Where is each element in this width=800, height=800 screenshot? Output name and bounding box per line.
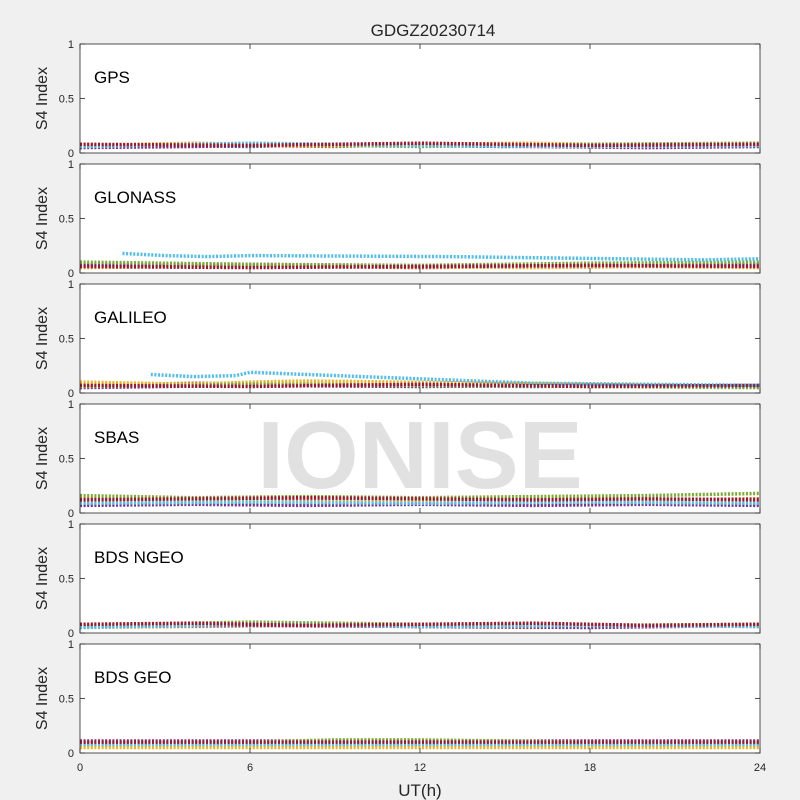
x-tick-label: 18 bbox=[584, 762, 596, 774]
y-tick-label: 1 bbox=[68, 39, 74, 51]
plot-area bbox=[80, 284, 760, 393]
series-group bbox=[80, 251, 760, 270]
plot-area bbox=[80, 524, 760, 633]
plot-area bbox=[80, 644, 760, 753]
figure-title: GDGZ20230714 bbox=[371, 21, 496, 40]
y-tick-label: 0.5 bbox=[59, 214, 74, 226]
data-series-7 bbox=[80, 263, 760, 270]
data-series-7 bbox=[80, 621, 760, 628]
series-group bbox=[80, 370, 760, 390]
panel-sbas: 0 0.5 1 S4 Index SBAS bbox=[34, 399, 761, 520]
y-axis-label: S4 Index bbox=[34, 667, 51, 730]
series-group bbox=[80, 620, 760, 630]
panels: 0 0.5 1 S4 Index GPS 0 0.5 1 S4 Index GLONASS 0 0.5… bbox=[34, 39, 766, 774]
data-series-5 bbox=[80, 260, 760, 268]
y-tick-label: 1 bbox=[68, 399, 74, 411]
panel-bds-geo: 0 0.5 1 0 6 12 18 24 S4 Index BDS GEO bbox=[34, 639, 766, 774]
panel-glonass: 0 0.5 1 S4 Index GLONASS bbox=[34, 159, 761, 280]
y-axis-label: S4 Index bbox=[34, 307, 51, 370]
y-tick-label: 0 bbox=[68, 508, 74, 520]
series-group bbox=[80, 141, 760, 150]
x-tick-label: 12 bbox=[414, 762, 426, 774]
y-tick-label: 0.5 bbox=[59, 94, 74, 106]
watermark: IONISE bbox=[257, 402, 582, 509]
panel-label: GPS bbox=[94, 68, 130, 87]
x-axis-label: UT(h) bbox=[398, 781, 441, 800]
y-tick-label: 0 bbox=[68, 148, 74, 160]
data-series-7 bbox=[80, 495, 760, 502]
series-group bbox=[80, 738, 760, 750]
y-tick-label: 0 bbox=[68, 628, 74, 640]
plot-area bbox=[80, 44, 760, 153]
y-tick-label: 1 bbox=[68, 639, 74, 651]
y-tick-label: 1 bbox=[68, 519, 74, 531]
y-axis-label: S4 Index bbox=[34, 547, 51, 610]
y-tick-label: 1 bbox=[68, 279, 74, 291]
panel-bds-ngeo: 0 0.5 1 S4 Index BDS NGEO bbox=[34, 519, 761, 640]
y-tick-label: 0.5 bbox=[59, 694, 74, 706]
y-tick-label: 0 bbox=[68, 748, 74, 760]
panel-label: GLONASS bbox=[94, 188, 176, 207]
y-axis-label: S4 Index bbox=[34, 187, 51, 250]
y-tick-label: 1 bbox=[68, 159, 74, 171]
data-series-7 bbox=[80, 141, 760, 148]
y-axis-label: S4 Index bbox=[34, 67, 51, 130]
data-series-7 bbox=[80, 382, 760, 389]
y-tick-label: 0.5 bbox=[59, 454, 74, 466]
y-tick-label: 0 bbox=[68, 388, 74, 400]
x-tick-label: 6 bbox=[247, 762, 253, 774]
panel-label: GALILEO bbox=[94, 308, 167, 327]
y-tick-label: 0 bbox=[68, 268, 74, 280]
plot-area bbox=[80, 164, 760, 273]
x-tick-label: 0 bbox=[77, 762, 83, 774]
panel-label: SBAS bbox=[94, 428, 139, 447]
panel-galileo: 0 0.5 1 S4 Index GALILEO bbox=[34, 279, 761, 400]
data-series-6 bbox=[80, 500, 760, 505]
y-tick-label: 0.5 bbox=[59, 334, 74, 346]
data-series-6 bbox=[122, 251, 760, 262]
x-tick-label: 24 bbox=[754, 762, 766, 774]
series-group bbox=[80, 491, 760, 508]
panel-gps: 0 0.5 1 S4 Index GPS bbox=[34, 39, 761, 160]
y-tick-label: 0.5 bbox=[59, 574, 74, 586]
y-axis-label: S4 Index bbox=[34, 427, 51, 490]
panel-label: BDS GEO bbox=[94, 668, 171, 687]
panel-label: BDS NGEO bbox=[94, 548, 184, 567]
